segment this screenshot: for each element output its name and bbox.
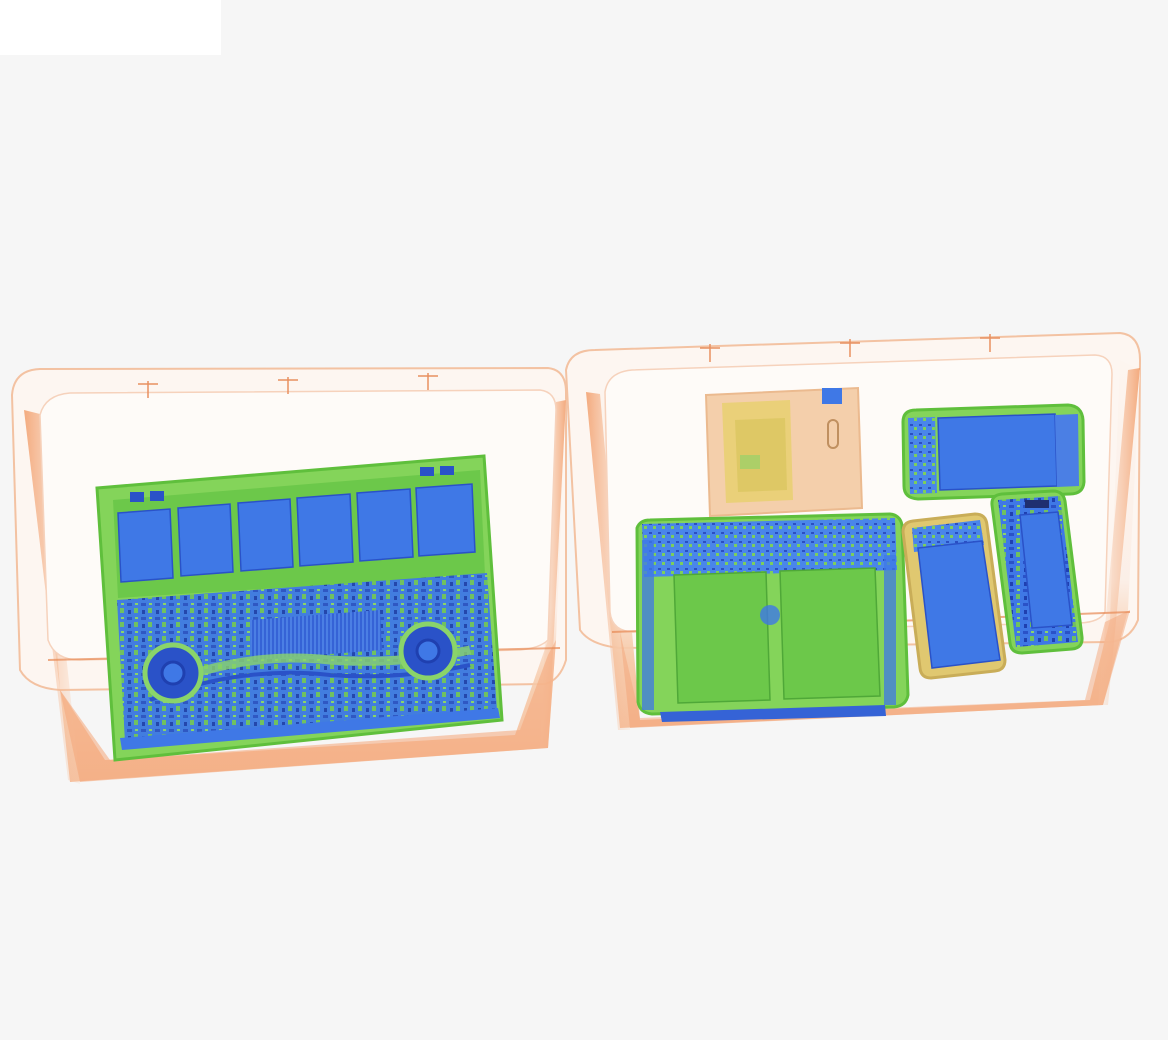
phone-xray-icon — [901, 403, 1086, 501]
phone-xray-icon — [990, 489, 1084, 655]
blank-corner-patch — [0, 0, 221, 55]
card-xray-icon — [704, 386, 864, 518]
tablet-xray-icon — [635, 512, 910, 722]
phone-xray-icon — [901, 512, 1007, 680]
laptop-xray-icon — [95, 454, 504, 762]
